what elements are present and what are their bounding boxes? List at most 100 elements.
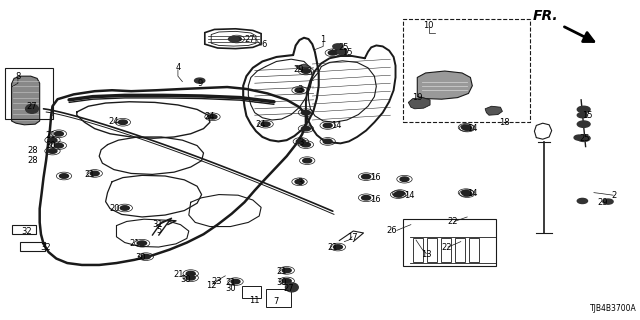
Text: 25: 25 [579,134,589,143]
Circle shape [301,69,310,73]
Bar [12,225,36,234]
Text: 14: 14 [404,191,415,200]
Text: 8: 8 [15,72,20,81]
Circle shape [295,88,304,92]
Text: 10: 10 [424,21,434,30]
Circle shape [362,196,371,200]
Text: 22: 22 [442,244,452,252]
Circle shape [577,121,590,127]
Circle shape [90,171,99,176]
Text: 27: 27 [27,102,37,111]
Text: 32: 32 [41,244,51,252]
Circle shape [577,135,590,141]
Circle shape [295,180,304,184]
Circle shape [60,174,68,178]
Circle shape [118,120,127,124]
Circle shape [301,126,310,131]
Text: 30: 30 [225,284,236,293]
Circle shape [333,245,342,249]
Circle shape [195,78,205,83]
Circle shape [186,276,195,280]
Text: 17: 17 [347,233,357,242]
Circle shape [232,37,241,41]
Text: 21: 21 [225,278,236,287]
Ellipse shape [26,104,38,113]
Text: 6: 6 [261,40,266,49]
Circle shape [603,199,613,204]
Text: 7: 7 [274,297,279,306]
Text: 15: 15 [342,48,353,57]
Text: 19: 19 [412,93,422,102]
Circle shape [282,268,291,273]
Circle shape [396,191,404,196]
Circle shape [228,36,239,42]
Circle shape [394,192,403,197]
Polygon shape [408,98,430,109]
Circle shape [186,271,195,276]
Circle shape [362,174,371,179]
Circle shape [323,139,332,144]
Polygon shape [296,64,310,70]
Circle shape [231,279,240,284]
Text: FR.: FR. [533,9,559,23]
Text: 20: 20 [110,204,120,213]
Circle shape [574,135,584,140]
Circle shape [577,198,588,204]
Circle shape [328,51,337,55]
Circle shape [54,143,63,148]
Text: 30: 30 [135,253,146,262]
Text: 26: 26 [386,226,397,235]
Circle shape [48,138,57,142]
Circle shape [463,126,472,130]
Text: 14: 14 [467,124,477,133]
Circle shape [208,115,217,119]
Polygon shape [12,76,40,125]
Text: 31: 31 [152,220,163,229]
Text: 12: 12 [206,281,216,290]
Text: 13: 13 [421,250,431,259]
Bar [403,219,496,266]
Circle shape [335,49,344,53]
Text: 25: 25 [338,43,348,52]
Circle shape [296,139,305,144]
Circle shape [141,254,150,259]
Text: 4: 4 [175,63,180,72]
Text: 14: 14 [332,121,342,130]
Text: 21: 21 [84,170,95,179]
Text: 18: 18 [499,118,510,127]
Circle shape [301,110,310,115]
Bar [441,238,451,262]
Bar [266,289,291,307]
Circle shape [303,158,312,163]
Circle shape [333,44,343,49]
Text: 23: 23 [211,277,222,286]
Text: 27: 27 [284,284,294,293]
Text: 21: 21 [276,267,287,276]
Circle shape [577,106,590,113]
Text: 21: 21 [129,239,140,248]
Text: 24: 24 [204,112,214,121]
Bar [403,19,530,122]
Text: 3: 3 [297,178,302,187]
Text: 21: 21 [328,244,338,252]
Circle shape [337,49,348,54]
Text: 11: 11 [250,296,260,305]
Circle shape [48,149,57,153]
Text: 30: 30 [45,141,56,150]
Bar [413,238,423,262]
Text: 3: 3 [297,85,302,94]
Circle shape [323,123,332,128]
Text: 9: 9 [197,79,202,88]
Polygon shape [417,71,472,99]
Text: 21: 21 [46,131,56,140]
Bar [469,238,479,262]
Text: 16: 16 [370,195,381,204]
Text: 5: 5 [156,226,161,235]
Bar [427,238,437,262]
Text: 29: 29 [294,65,304,74]
Circle shape [120,206,129,210]
Polygon shape [485,106,502,115]
Circle shape [301,142,310,147]
Text: 21: 21 [174,270,184,279]
Text: 16: 16 [370,173,381,182]
